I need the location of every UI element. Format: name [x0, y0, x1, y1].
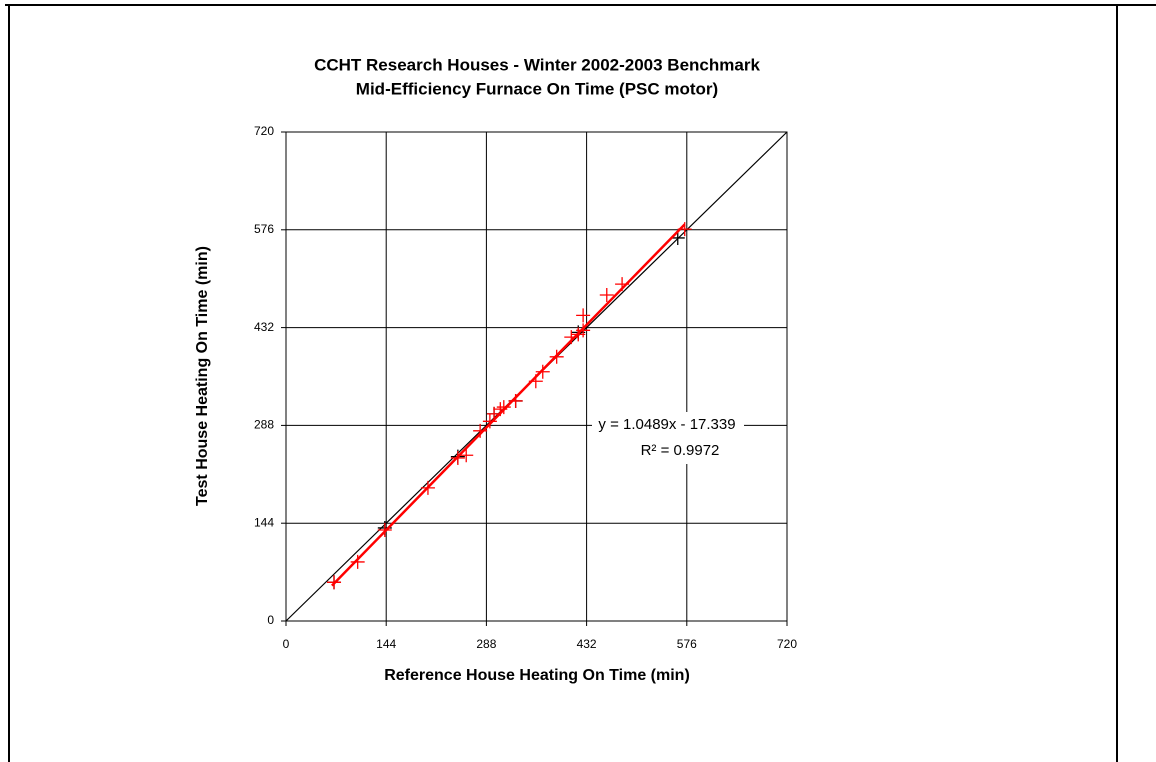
annotation-bg [592, 412, 744, 464]
x-axis-label: Reference House Heating On Time (min) [384, 667, 690, 684]
x-tick-label: 144 [376, 637, 396, 651]
x-tick-label: 576 [677, 637, 697, 651]
point [576, 323, 591, 338]
chart-title: CCHT Research Houses - Winter 2002-2003 … [314, 55, 760, 74]
y-axis-label: Test House Heating On Time (min) [194, 246, 211, 506]
point [350, 554, 365, 569]
point [496, 400, 511, 415]
annotation: y = 1.0489x - 17.339 [598, 416, 735, 433]
plot-area [285, 131, 788, 622]
x-tick-label: 0 [283, 637, 290, 651]
point [599, 288, 614, 302]
y-tick-label: 144 [254, 515, 274, 529]
point [482, 414, 497, 429]
chart-subtitle: Mid-Efficiency Furnace On Time (PSC moto… [356, 79, 718, 98]
y-tick-label: 288 [254, 418, 274, 432]
y-tick-label: 576 [254, 222, 274, 236]
x-tick-label: 432 [577, 637, 597, 651]
y-tick-label: 720 [254, 124, 274, 138]
point [535, 364, 550, 379]
x-tick-label: 720 [777, 637, 797, 651]
y-tick-label: 0 [267, 613, 274, 627]
point [576, 308, 591, 323]
annotation: R² = 0.9972 [641, 442, 720, 459]
point [459, 448, 474, 463]
trendline [331, 223, 686, 587]
x-tick-label: 288 [476, 637, 496, 651]
y-tick-label: 432 [254, 320, 274, 334]
